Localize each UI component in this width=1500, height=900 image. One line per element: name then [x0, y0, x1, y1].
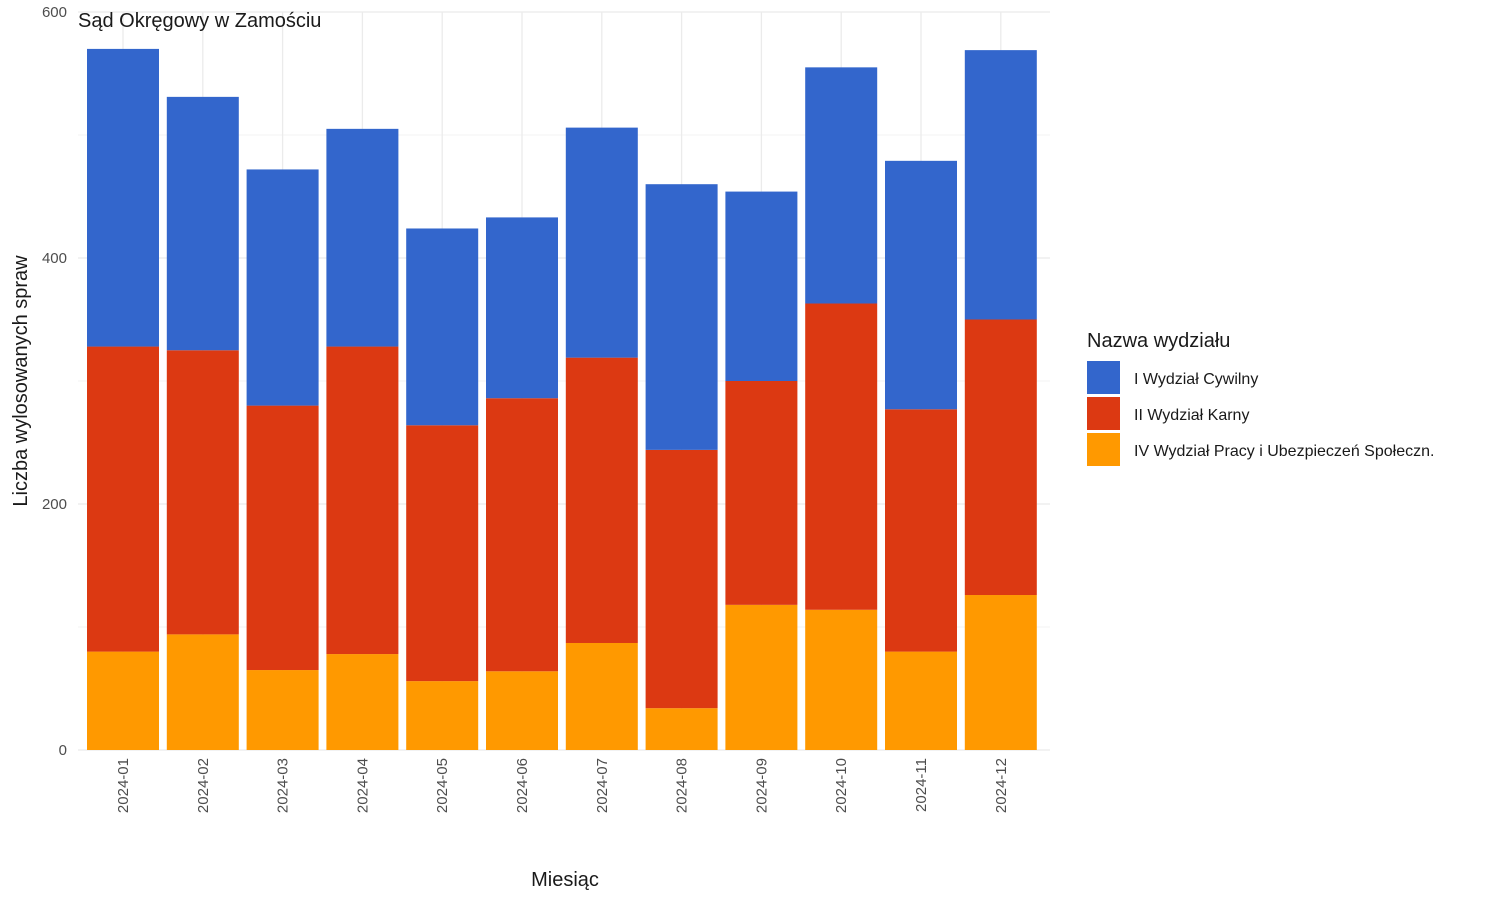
legend-swatch — [1087, 361, 1120, 394]
y-axis-title: Liczba wylosowanych spraw — [10, 255, 32, 507]
x-tick-label: 2024-01 — [115, 758, 132, 813]
bar-segment — [166, 634, 239, 750]
x-axis-title: Miesiąc — [531, 869, 599, 891]
x-tick-label: 2024-09 — [753, 758, 770, 813]
bar-segment — [486, 671, 558, 750]
bar-segment — [406, 228, 479, 426]
bar-segment — [565, 642, 638, 750]
x-tick-label: 2024-02 — [195, 758, 212, 813]
bar-segment — [645, 184, 718, 450]
x-tick-label: 2024-07 — [594, 758, 611, 813]
x-tick-label: 2024-10 — [833, 758, 850, 813]
bar-segment — [406, 681, 479, 750]
y-tick-label: 0 — [59, 742, 67, 759]
x-tick-label: 2024-11 — [913, 758, 930, 812]
legend-swatch — [1087, 397, 1120, 430]
bar-segment — [166, 350, 239, 635]
bar-segment — [805, 303, 878, 610]
bar-segment — [964, 595, 1037, 750]
legend-swatch — [1087, 433, 1120, 466]
bar-segment — [246, 670, 319, 750]
x-tick-label: 2024-08 — [674, 758, 691, 813]
bars — [87, 48, 1037, 750]
bar-segment — [87, 651, 159, 750]
bar-segment — [246, 169, 319, 406]
bar-segment — [406, 425, 479, 682]
bar-segment — [725, 381, 798, 605]
bar-segment — [486, 217, 558, 399]
bar-segment — [885, 160, 957, 410]
x-tick-label: 2024-04 — [354, 758, 371, 813]
legend: Nazwa wydziału I Wydział Cywilny II Wydzi… — [1087, 330, 1434, 466]
bar-segment — [725, 191, 798, 381]
bar-segment — [645, 708, 718, 750]
bar-segment — [805, 67, 878, 304]
legend-label: IV Wydział Pracy i Ubezpieczeń Społeczn. — [1134, 443, 1434, 460]
bar-segment — [885, 409, 957, 652]
x-tick-label: 2024-03 — [275, 758, 292, 813]
bar-segment — [805, 609, 878, 750]
legend-label: I Wydział Cywilny — [1134, 371, 1258, 388]
bar-segment — [166, 96, 239, 351]
bar-segment — [326, 654, 399, 750]
x-tick-label: 2024-12 — [993, 758, 1010, 813]
chart-title: Sąd Okręgowy w Zamościu — [78, 10, 321, 32]
bar-segment — [964, 50, 1037, 320]
legend-items: I Wydział Cywilny II Wydział Karny IV Wydz… — [1087, 361, 1434, 466]
bar-segment — [725, 604, 798, 750]
y-tick-label: 400 — [42, 250, 67, 267]
bar-segment — [964, 319, 1037, 596]
bar-segment — [326, 128, 399, 347]
bar-segment — [87, 346, 159, 652]
legend-label: II Wydział Karny — [1134, 407, 1249, 424]
bar-segment — [87, 48, 159, 347]
bar-segment — [246, 405, 319, 671]
y-axis-ticks: 0 200 400 600 — [42, 4, 67, 759]
y-tick-label: 600 — [42, 4, 67, 21]
bar-segment — [326, 346, 399, 655]
bar-segment — [565, 127, 638, 358]
x-tick-label: 2024-05 — [434, 758, 451, 813]
bar-segment — [486, 398, 558, 672]
x-tick-label: 2024-06 — [514, 758, 531, 813]
bar-segment — [645, 449, 718, 709]
y-tick-label: 200 — [42, 496, 67, 513]
bar-segment — [885, 651, 957, 750]
legend-title: Nazwa wydziału — [1087, 330, 1230, 352]
bar-segment — [565, 357, 638, 643]
x-axis-ticks: 2024-01 2024-02 2024-03 2024-04 2024-05 2024-… — [115, 758, 1010, 813]
